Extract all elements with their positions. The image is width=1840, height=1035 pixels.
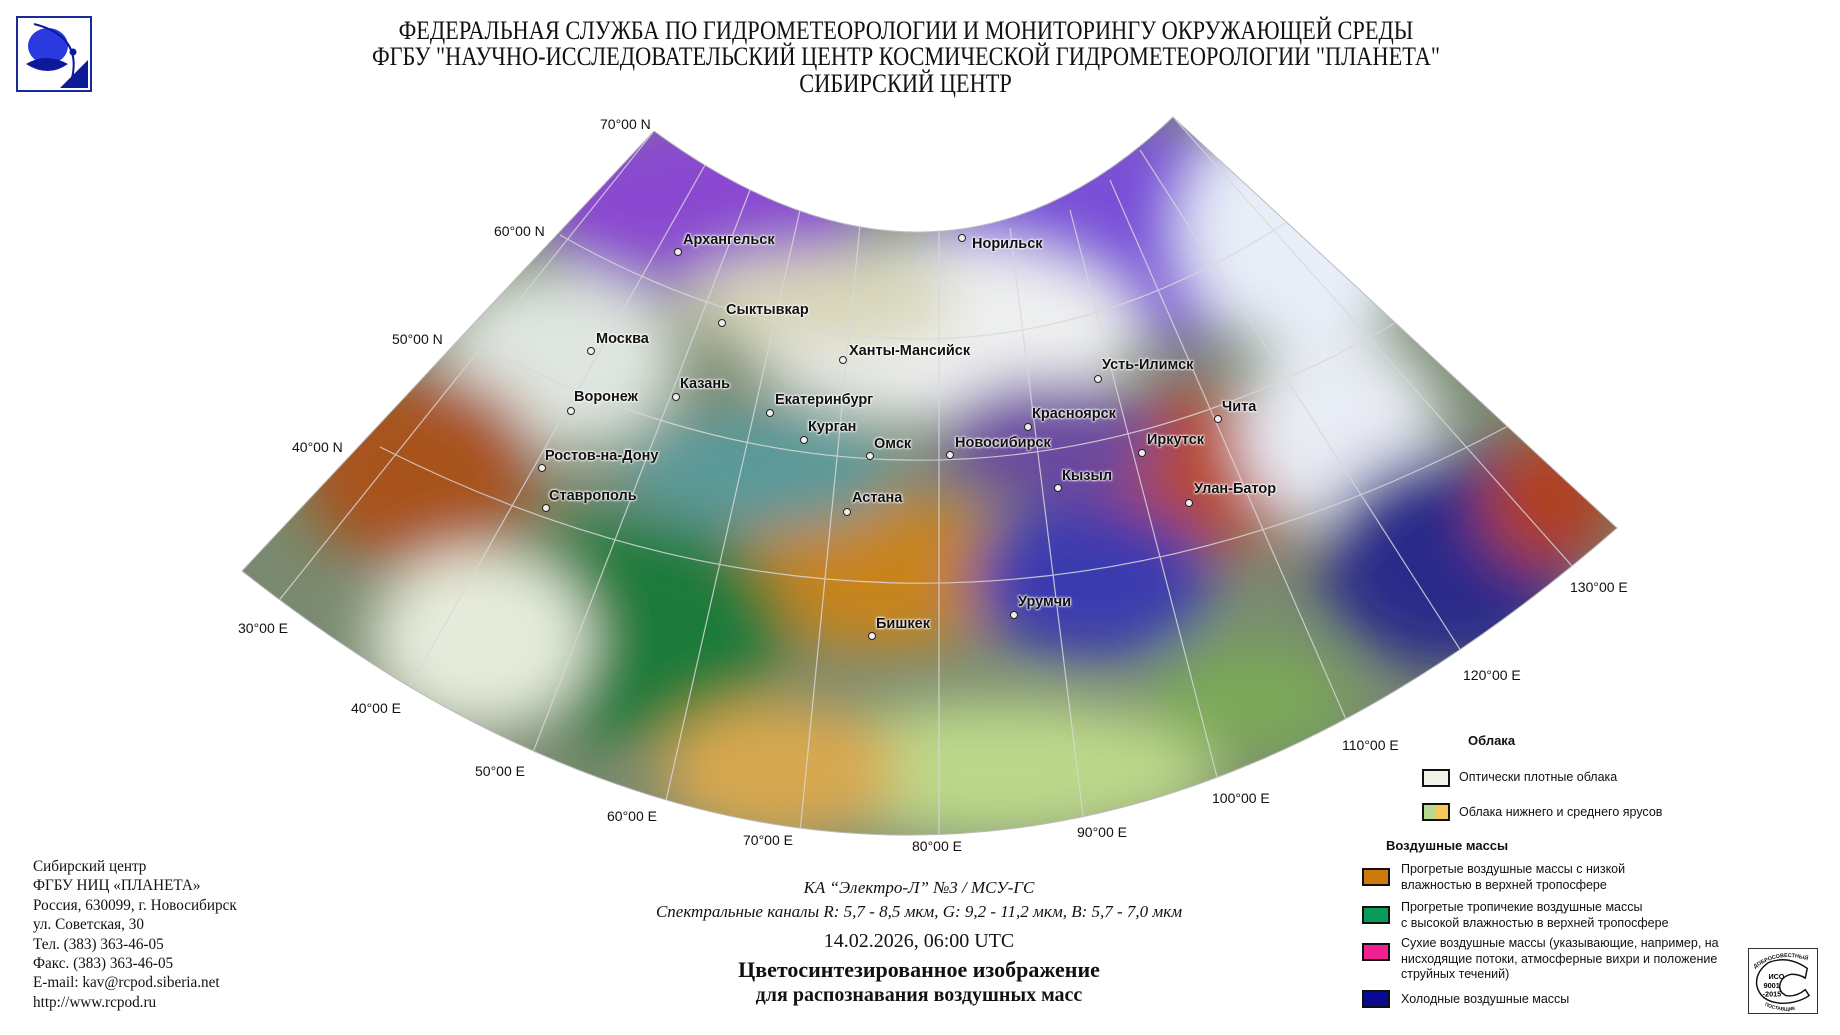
city-marker: [718, 319, 726, 327]
svg-text:-2015: -2015: [1763, 990, 1782, 999]
legend-swatch-dense-clouds: [1422, 769, 1450, 787]
lat-label: 70°00 N: [600, 116, 651, 132]
lon-label: 50°00 E: [475, 763, 525, 779]
iso-9001-badge: ДОБРОСОВЕСТНЫЙ ИСО 9001 -2015 ПОСТАВЩИК: [1748, 948, 1818, 1014]
city-marker: [674, 248, 682, 256]
svg-text:9001: 9001: [1764, 981, 1780, 990]
channels-caption: Спектральные каналы R: 5,7 - 8,5 мкм, G:…: [655, 902, 1183, 921]
product-title: Цветосинтезированное изображение: [738, 957, 1100, 982]
city-label: Астана: [852, 490, 903, 506]
datetime: 14.02.2026, 06:00 UTC: [823, 930, 1015, 952]
lon-label: 130°00 E: [1570, 579, 1628, 595]
satellite-caption: КА “Электро-Л” №3 / МСУ-ГС: [803, 878, 1035, 897]
city-marker: [672, 393, 680, 401]
lon-label: 30°00 E: [238, 620, 288, 636]
city-marker: [766, 409, 774, 417]
city-label: Ставрополь: [549, 488, 637, 504]
city-label: Омск: [874, 436, 912, 452]
planeta-logo: [16, 16, 92, 92]
legend-swatch-cold: [1362, 990, 1390, 1008]
city-label: Казань: [680, 376, 731, 392]
legend-swatch-warm-humid: [1362, 906, 1390, 924]
legend-label: Прогретые тропичекие воздушные массы с вы…: [1401, 900, 1669, 930]
city-marker: [868, 632, 876, 640]
lon-label: 40°00 E: [351, 700, 401, 716]
city-label: Екатеринбург: [775, 392, 874, 408]
city-marker: [587, 347, 595, 355]
city-label: Кызыл: [1062, 468, 1113, 484]
city-marker: [1024, 423, 1032, 431]
header-line-1: ФЕДЕРАЛЬНАЯ СЛУЖБА ПО ГИДРОМЕТЕОРОЛОГИИ …: [398, 16, 1414, 45]
header-line-3: СИБИРСКИЙ ЦЕНТР: [799, 69, 1013, 98]
lat-label: 40°00 N: [292, 439, 343, 455]
graticule: [264, 117, 1581, 836]
lon-label: 120°00 E: [1463, 667, 1521, 683]
iso-top-text: ДОБРОСОВЕСТНЫЙ: [1753, 953, 1810, 970]
city-label: Ростов-на-Дону: [545, 448, 659, 464]
city-label: Иркутск: [1147, 432, 1205, 448]
legend-clouds-title: Облака: [1468, 733, 1516, 748]
city-marker: [946, 451, 954, 459]
contact-address: Сибирский центр ФГБУ НИЦ «ПЛАНЕТА» Россия,…: [33, 858, 237, 1011]
city-marker: [1185, 499, 1193, 507]
city-label: Архангельск: [683, 232, 775, 248]
lon-label: 100°00 E: [1212, 790, 1270, 806]
city-marker: [1094, 375, 1102, 383]
city-marker: [542, 504, 550, 512]
header-line-2: ФГБУ "НАУЧНО-ИССЛЕДОВАТЕЛЬСКИЙ ЦЕНТР КОС…: [371, 42, 1441, 71]
city-marker: [958, 234, 966, 242]
city-marker: [866, 452, 874, 460]
city-label: Красноярск: [1032, 406, 1116, 422]
iso-bottom-text: ПОСТАВЩИК: [1764, 1002, 1796, 1013]
city-marker: [800, 436, 808, 444]
legend-label: Холодные воздушные массы: [1401, 992, 1570, 1006]
city-label: Чита: [1222, 399, 1257, 415]
legend-label: Прогретые воздушные массы с низкой влажно…: [1401, 862, 1626, 892]
legend-label: Облака нижнего и среднего ярусов: [1459, 805, 1663, 819]
city-label: Урумчи: [1018, 594, 1072, 610]
city-label: Улан-Батор: [1194, 481, 1277, 497]
city-marker: [843, 508, 851, 516]
city-label: Усть-Илимск: [1102, 357, 1194, 373]
lon-label: 60°00 E: [607, 808, 657, 824]
legend-swatch-dry: [1362, 943, 1390, 961]
lon-label: 90°00 E: [1077, 824, 1127, 840]
city-marker: [1010, 611, 1018, 619]
city-label: Курган: [808, 419, 857, 435]
city-marker: [567, 407, 575, 415]
lon-label: 70°00 E: [743, 832, 793, 848]
legend-label: Оптически плотные облака: [1459, 770, 1618, 784]
legend-swatch-warm-dry: [1362, 868, 1390, 886]
lat-label: 50°00 N: [392, 331, 443, 347]
city-label: Новосибирск: [955, 435, 1051, 451]
legend-swatch-low-mid-clouds: [1422, 803, 1450, 821]
city-marker: [1138, 449, 1146, 457]
city-marker: [1054, 484, 1062, 492]
satellite-imagery: [242, 117, 1617, 836]
city-label: Ханты-Мансийск: [849, 343, 971, 359]
lon-label: 80°00 E: [912, 838, 962, 854]
city-label: Норильск: [972, 236, 1043, 252]
city-label: Москва: [596, 331, 649, 347]
city-label: Бишкек: [876, 616, 930, 632]
lon-label: 110°00 E: [1342, 737, 1399, 753]
city-marker: [1214, 415, 1222, 423]
city-marker: [839, 356, 847, 364]
legend-label: Сухие воздушные массы (указывающие, напр…: [1401, 936, 1719, 981]
product-subtitle: для распознавания воздушных масс: [755, 984, 1083, 1006]
lat-label: 60°00 N: [494, 223, 545, 239]
legend-air-title: Воздушные массы: [1386, 838, 1509, 853]
city-label: Сыктывкар: [726, 302, 809, 318]
city-label: Воронеж: [574, 389, 638, 405]
city-marker: [538, 464, 546, 472]
svg-text:ИСО: ИСО: [1768, 972, 1784, 981]
